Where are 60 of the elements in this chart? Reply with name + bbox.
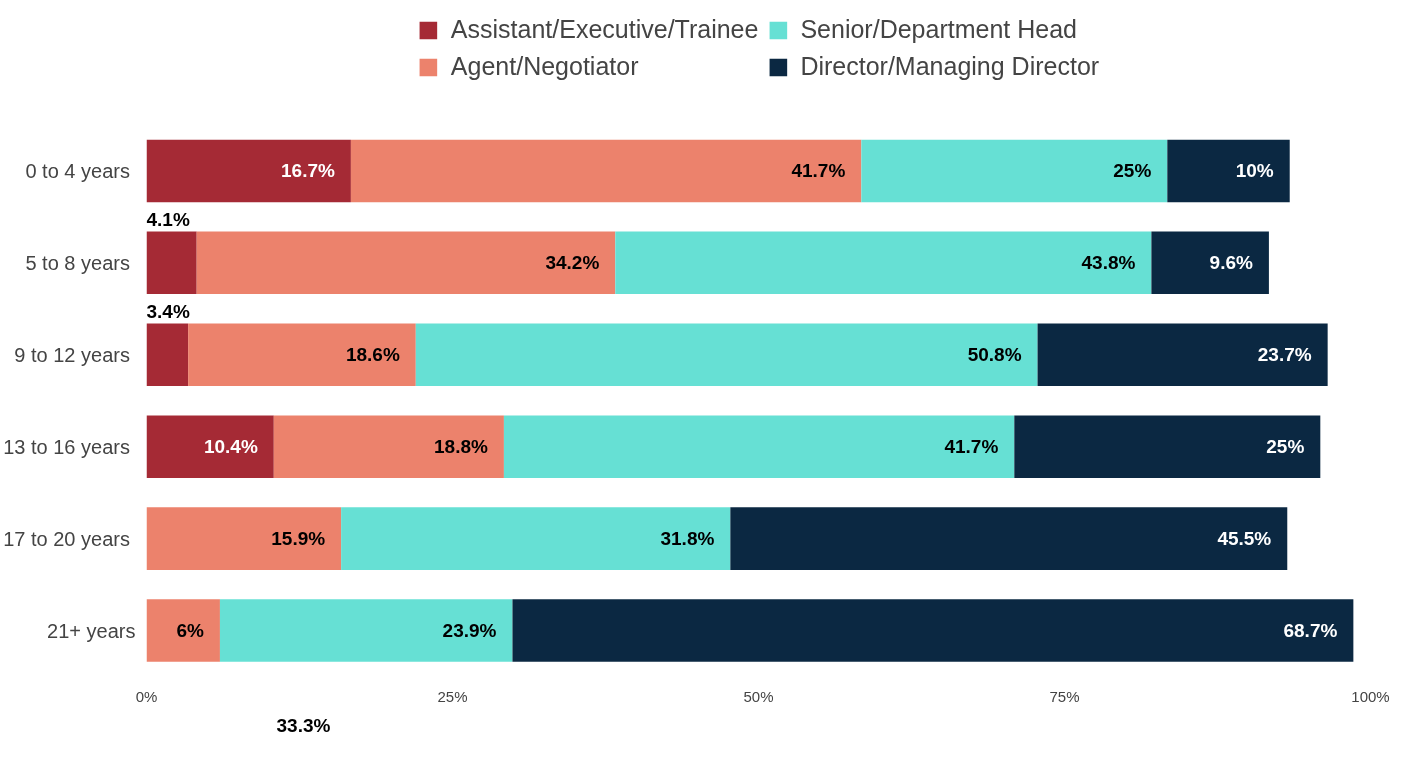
data-label: 23.9% <box>442 620 497 642</box>
y-tick-label: 9 to 12 years <box>14 343 130 366</box>
data-label: 10% <box>1235 160 1274 182</box>
data-label: 41.7% <box>791 160 846 182</box>
legend-label: Senior/Department Head <box>800 15 1077 44</box>
bar <box>146 599 220 662</box>
bar <box>341 507 731 570</box>
data-label: 6% <box>176 620 205 642</box>
x-tick-label: 50% <box>743 687 774 705</box>
data-label: 3.4% <box>146 300 190 322</box>
bar <box>273 415 504 478</box>
y-tick-label: 5 to 8 years <box>25 251 130 274</box>
text: 33.3% <box>276 714 331 736</box>
bar <box>861 139 1168 203</box>
bar <box>512 599 1354 662</box>
data-label: 9.6% <box>1209 252 1254 274</box>
bar <box>503 415 1015 478</box>
data-label: 10.4% <box>203 436 258 458</box>
y-tick-label: 21+ years <box>47 619 136 642</box>
data-label: 18.6% <box>345 344 400 366</box>
bar <box>1037 323 1328 387</box>
x-tick-label: 25% <box>437 687 468 705</box>
y-tick-label: 13 to 16 years <box>3 435 130 458</box>
bar <box>1167 139 1290 203</box>
bar <box>146 507 342 570</box>
bar <box>615 231 1152 295</box>
bar <box>146 231 197 295</box>
legend-label: Director/Managing Director <box>800 52 1100 81</box>
bar <box>415 323 1038 387</box>
data-label: 41.7% <box>944 436 999 458</box>
bar <box>730 507 1288 570</box>
bar <box>1151 231 1269 295</box>
x-tick-label: 75% <box>1049 687 1080 705</box>
data-label: 25% <box>1266 436 1305 458</box>
bar <box>188 323 416 387</box>
data-label: 34.2% <box>545 252 600 274</box>
bar <box>146 139 351 203</box>
bar <box>219 599 513 662</box>
y-tick-label: 0 to 4 years <box>25 159 130 182</box>
bar <box>146 323 189 387</box>
data-label: 4.1% <box>146 208 190 230</box>
x-tick-label: 0% <box>135 687 158 705</box>
data-label: 50.8% <box>967 344 1022 366</box>
data-label: 23.7% <box>1257 344 1312 366</box>
legend-label: Assistant/Executive/Trainee <box>450 15 759 44</box>
bar <box>350 139 862 203</box>
data-label: 45.5% <box>1217 528 1272 550</box>
bar <box>146 415 274 478</box>
legend-label: Agent/Negotiator <box>450 52 639 81</box>
data-label: 31.8% <box>660 528 715 550</box>
bar <box>196 231 616 295</box>
y-tick-label: 17 to 20 years <box>3 527 130 550</box>
x-tick-label: 100% <box>1351 687 1390 705</box>
data-label: 43.8% <box>1081 252 1136 274</box>
data-label: 16.7% <box>281 160 336 182</box>
data-label: 18.8% <box>434 436 489 458</box>
bar <box>1014 415 1321 478</box>
data-label: 15.9% <box>271 528 326 550</box>
data-label: 68.7% <box>1283 620 1338 642</box>
data-label: 25% <box>1113 160 1152 182</box>
